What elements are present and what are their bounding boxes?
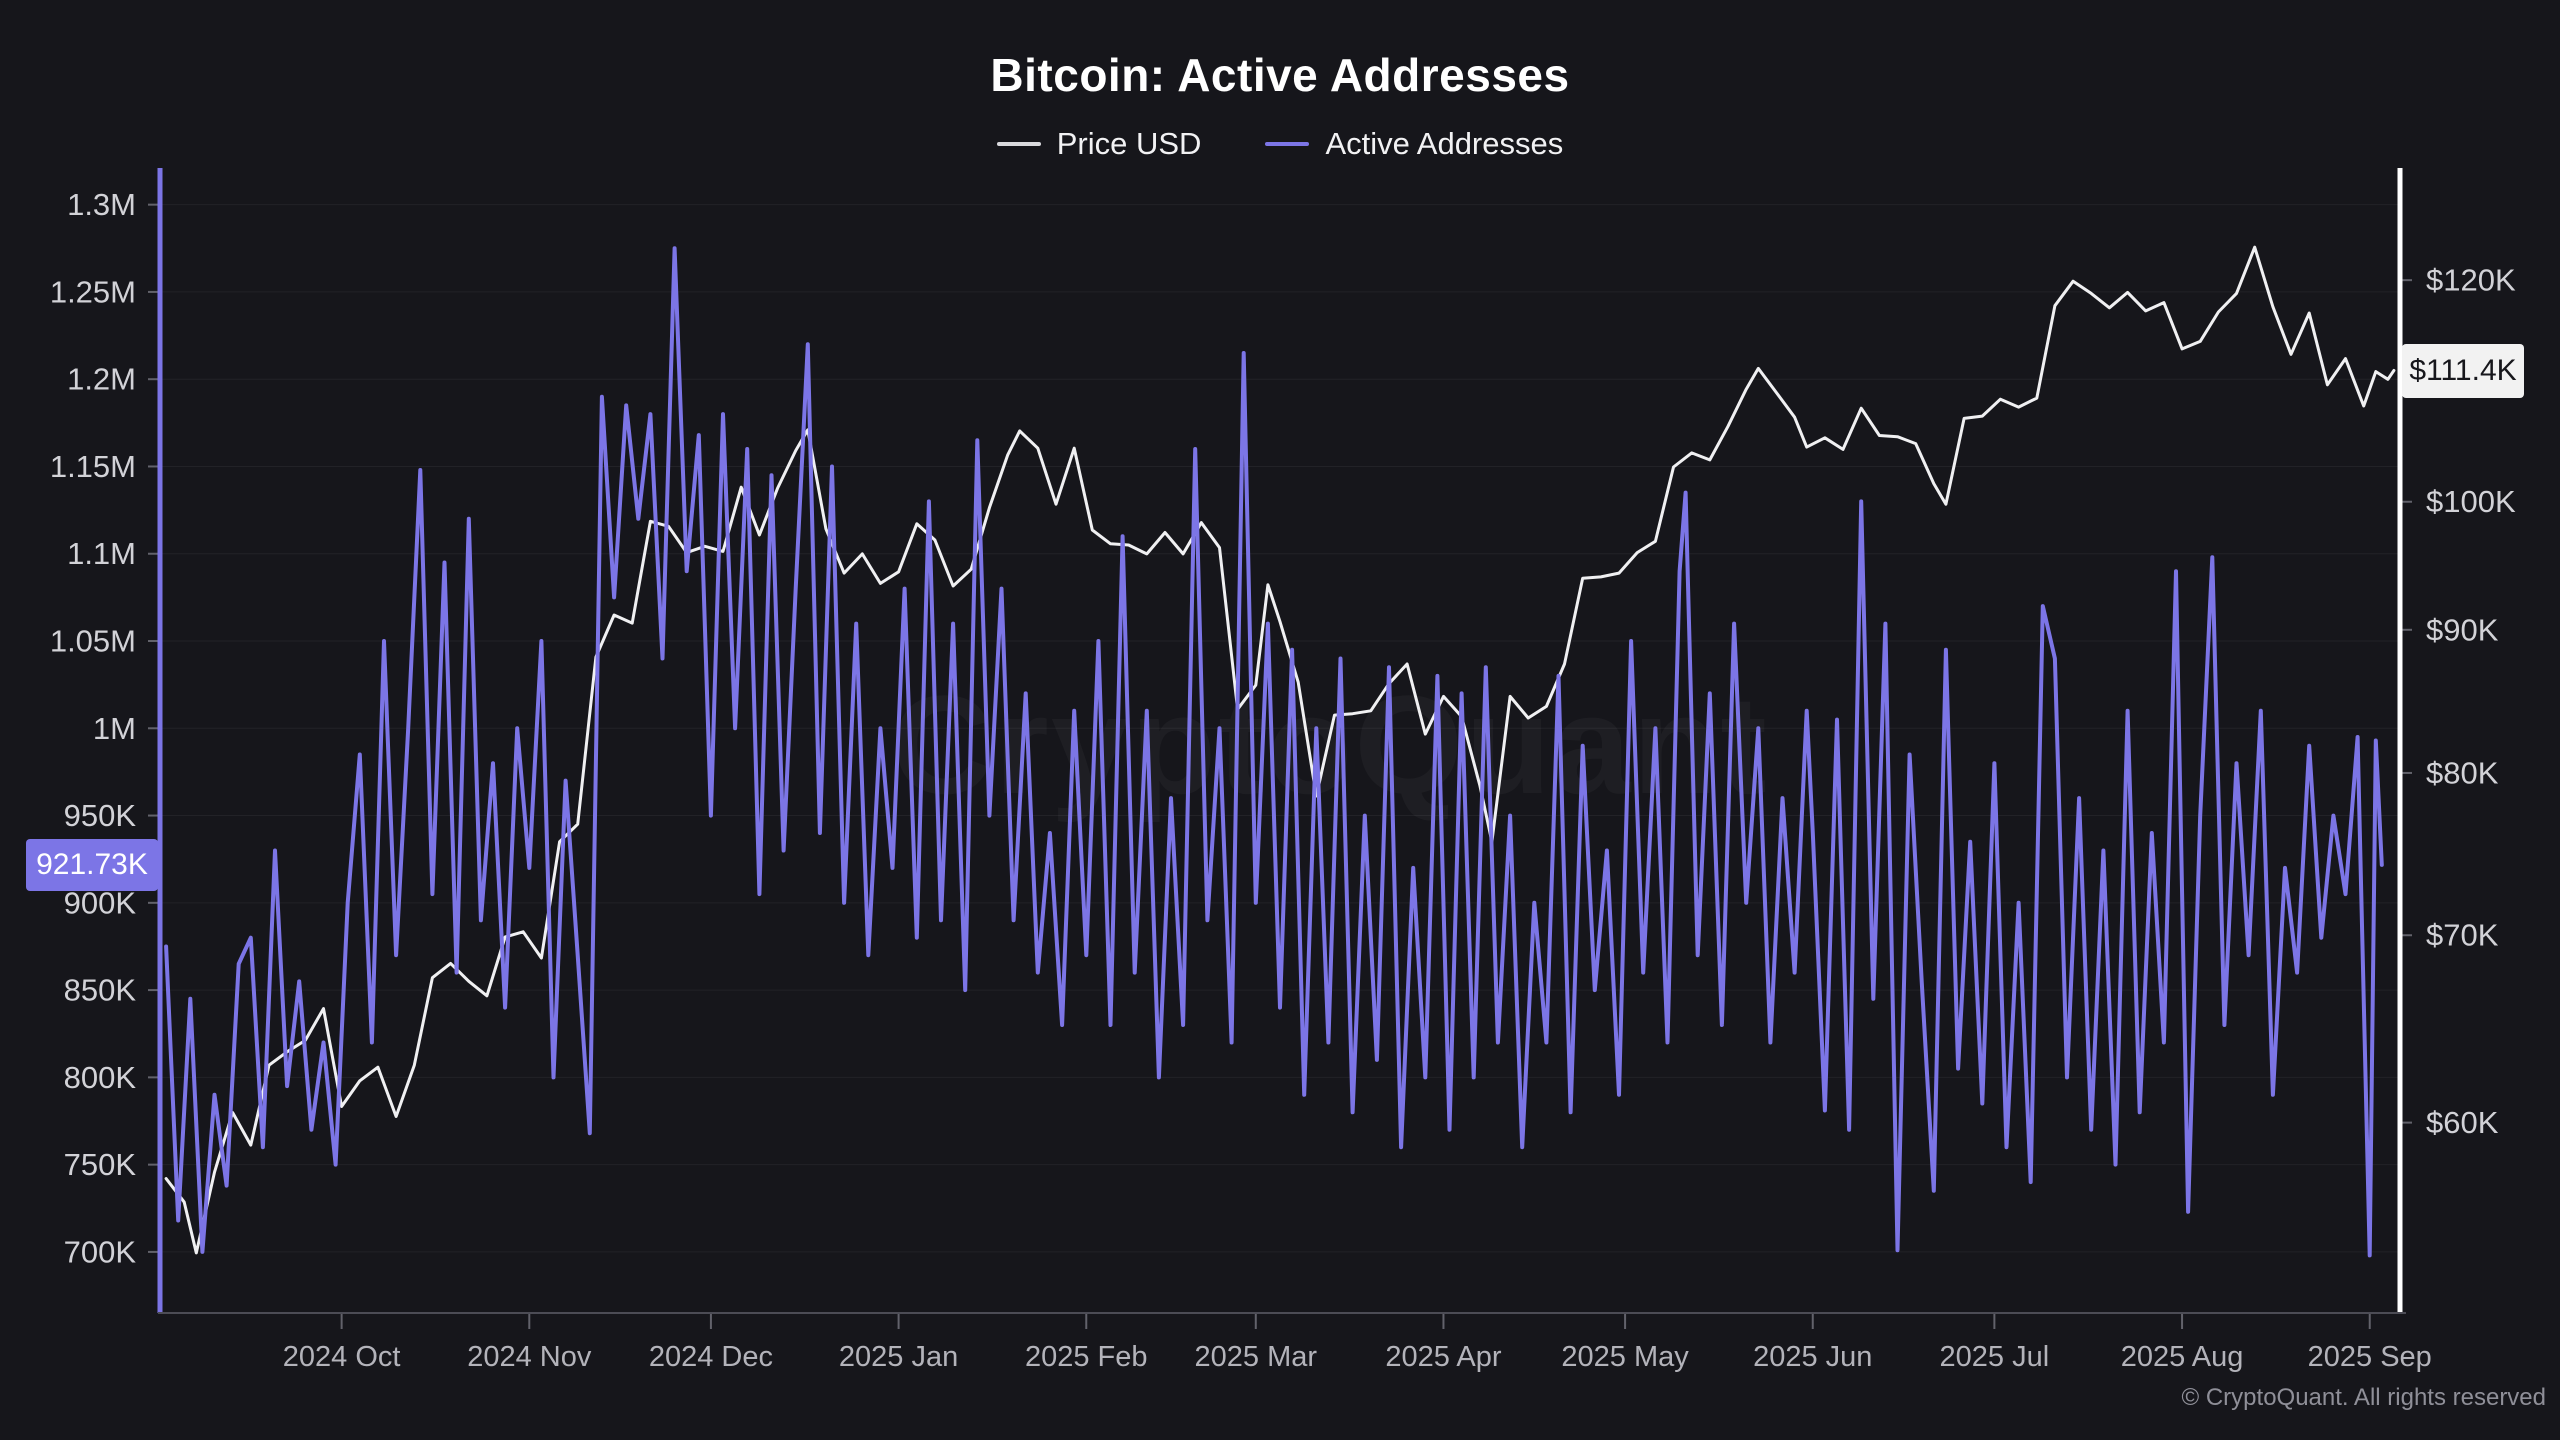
- y-right-tick-label: $70K: [2426, 918, 2499, 953]
- y-left-tick-label: 1M: [93, 711, 136, 746]
- x-axis-month-label: 2025 Jul: [1940, 1341, 2050, 1373]
- y-left-tick-label: 1.1M: [67, 536, 136, 571]
- y-right-tick-label: $80K: [2426, 755, 2499, 790]
- axes: [148, 168, 2412, 1329]
- y-left-tick-label: 900K: [64, 885, 137, 920]
- legend: Price USD Active Addresses: [0, 126, 2560, 162]
- price-line-swatch-icon: [996, 142, 1041, 146]
- y-left-tick-label: 1.05M: [50, 624, 136, 659]
- y-left-tick-label: 1.2M: [67, 362, 136, 397]
- legend-label-active-addresses: Active Addresses: [1325, 126, 1564, 161]
- y-left-tick-label: 800K: [64, 1060, 137, 1095]
- x-axis-month-label: 2025 Sep: [2308, 1341, 2432, 1373]
- y-right-tick-label: $100K: [2426, 484, 2516, 519]
- y-left-tick-label: 1.3M: [67, 187, 136, 222]
- y-left-tick-label: 750K: [64, 1147, 137, 1182]
- price-usd-line: [164, 245, 2396, 1255]
- x-axis-month-label: 2024 Oct: [283, 1341, 401, 1373]
- gridlines: [160, 204, 2400, 1253]
- y-left-tick-label: 950K: [64, 798, 137, 833]
- x-axis-month-label: 2025 May: [1561, 1341, 1689, 1373]
- copyright-footer: © CryptoQuant. All rights reserved: [2181, 1384, 2547, 1411]
- x-axis-month-label: 2025 Feb: [1025, 1341, 1148, 1373]
- legend-item-active-addresses[interactable]: Active Addresses: [1265, 126, 1563, 162]
- x-axis-month-label: 2025 Aug: [2121, 1341, 2244, 1373]
- y-right-tick-label: $120K: [2426, 263, 2516, 298]
- x-axis-month-label: 2025 Apr: [1385, 1341, 1501, 1373]
- x-axis-month-label: 2024 Dec: [649, 1341, 773, 1373]
- y-left-tick-label: 850K: [64, 973, 137, 1008]
- legend-label-price-usd: Price USD: [1056, 126, 1202, 161]
- x-axis-month-label: 2025 Mar: [1195, 1341, 1318, 1373]
- y-right-tick-label: $60K: [2426, 1105, 2499, 1140]
- axis-labels: 1.3M 1.25M 1.2M 1.15M 1.1M 1.05M 1M 950K 900K 850…: [50, 187, 2516, 1373]
- page-title: Bitcoin: Active Addresses: [990, 49, 1570, 101]
- series-lines: [164, 245, 2396, 1258]
- legend-item-price-usd[interactable]: Price USD: [996, 126, 1202, 162]
- price-last-value-badge: $111.4K: [2402, 343, 2524, 398]
- active-addresses-last-value-badge: 921.73K: [26, 838, 158, 891]
- y-left-tick-label: 1.15M: [50, 449, 136, 484]
- x-axis-month-label: 2025 Jan: [839, 1341, 958, 1373]
- active-addresses-line: [164, 246, 2384, 1258]
- x-axis-month-label: 2024 Nov: [467, 1341, 592, 1373]
- active-addresses-line-swatch-icon: [1265, 142, 1310, 146]
- y-right-tick-label: $90K: [2426, 612, 2499, 647]
- x-axis-month-label: 2025 Jun: [1753, 1341, 1872, 1373]
- y-left-tick-label: 700K: [64, 1234, 137, 1269]
- y-left-tick-label: 1.25M: [50, 274, 136, 309]
